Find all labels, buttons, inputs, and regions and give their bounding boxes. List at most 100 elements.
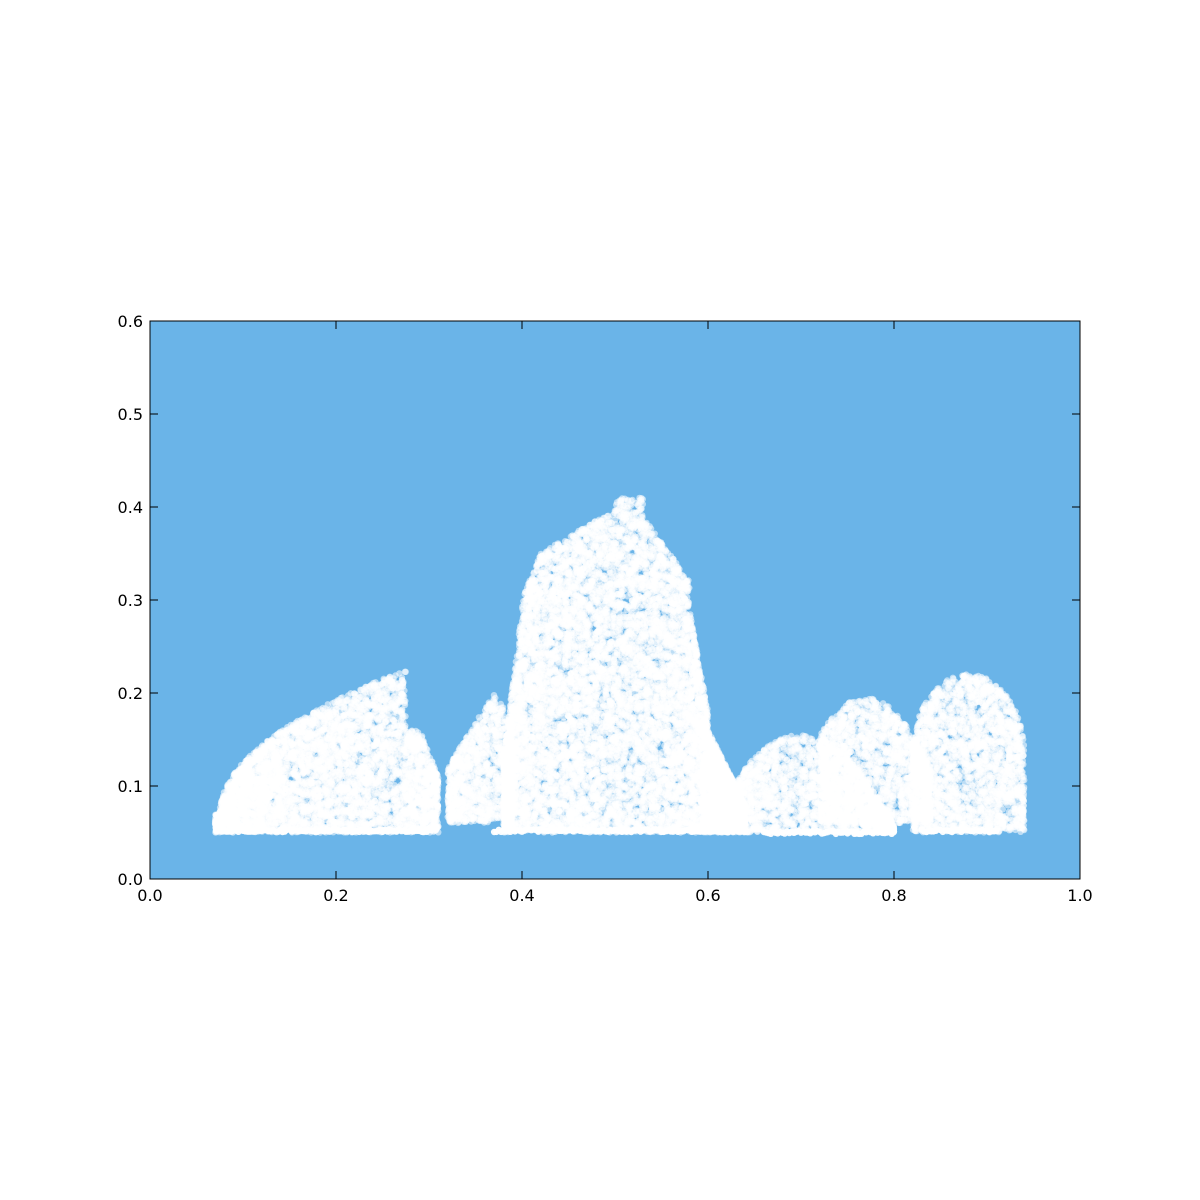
- scatter-point: [327, 802, 333, 808]
- scatter-point: [326, 786, 332, 792]
- scatter-point: [299, 778, 305, 784]
- scatter-point: [384, 802, 390, 808]
- scatter-point: [376, 815, 382, 821]
- scatter-point: [261, 815, 267, 821]
- scatter-point: [272, 801, 278, 807]
- scatter-point: [387, 674, 393, 680]
- scatter-point: [276, 794, 282, 800]
- scatter-point: [338, 699, 344, 705]
- scatter-point: [397, 698, 403, 704]
- scatter-point: [406, 809, 412, 815]
- scatter-point: [328, 794, 334, 800]
- scatter-point: [393, 819, 399, 825]
- scatter-point: [389, 793, 395, 799]
- scatter-point: [291, 728, 297, 734]
- scatter-point: [342, 733, 348, 739]
- scatter-point: [427, 789, 433, 795]
- scatter-point: [393, 720, 399, 726]
- scatter-point: [221, 793, 227, 799]
- scatter-point: [326, 742, 332, 748]
- scatter-point: [293, 814, 299, 820]
- scatter-point: [311, 741, 317, 747]
- scatter-point: [343, 819, 349, 825]
- scatter-point: [415, 776, 421, 782]
- scatter-point: [383, 808, 389, 814]
- scatter-point: [289, 799, 295, 805]
- scatter-point: [273, 752, 279, 758]
- scatter-point: [407, 734, 413, 740]
- scatter-point: [335, 725, 341, 731]
- scatter-point: [395, 730, 401, 736]
- scatter-point: [357, 771, 363, 777]
- scatter-point: [281, 738, 287, 744]
- scatter-point: [341, 705, 347, 711]
- scatter-point: [326, 709, 332, 715]
- scatter-point: [417, 816, 423, 822]
- scatter-point: [226, 809, 232, 815]
- scatter-point: [325, 749, 331, 755]
- scatter-point: [310, 804, 316, 810]
- scatter-point: [373, 805, 379, 811]
- scatter-point: [346, 793, 352, 799]
- scatter-point: [402, 669, 408, 675]
- scatter-point: [339, 749, 345, 755]
- scatter-point: [363, 743, 369, 749]
- scatter-point: [273, 783, 279, 789]
- scatter-point: [245, 788, 251, 794]
- scatter-point: [310, 711, 316, 717]
- scatter-point: [273, 745, 279, 751]
- scatter-point: [392, 768, 398, 774]
- scatter-point: [239, 818, 245, 824]
- scatter-point: [283, 808, 289, 814]
- scatter-point: [325, 701, 331, 707]
- scatter-point: [392, 672, 398, 678]
- scatter-point: [371, 741, 377, 747]
- scatter-point: [369, 775, 375, 781]
- scatter-point: [386, 696, 392, 702]
- scatter-point: [320, 745, 326, 751]
- scatter-point: [361, 802, 367, 808]
- scatter-point: [266, 777, 272, 783]
- scatter-point: [314, 729, 320, 735]
- scatter-point: [380, 761, 386, 767]
- scatter-point: [318, 758, 324, 764]
- scatter-point: [317, 805, 323, 811]
- scatter-point: [275, 731, 281, 737]
- scatter-point: [213, 828, 219, 834]
- scatter-point: [251, 750, 257, 756]
- scatter-point: [290, 785, 296, 791]
- scatter-point: [315, 797, 321, 803]
- scatter-point: [401, 726, 407, 732]
- scatter-point: [341, 810, 347, 816]
- scatter-point: [407, 759, 413, 765]
- scatter-point: [248, 812, 254, 818]
- scatter-point: [416, 749, 422, 755]
- scatter-point: [290, 741, 296, 747]
- scatter-point: [352, 690, 358, 696]
- scatter-point: [305, 742, 311, 748]
- scatter-point: [261, 773, 267, 779]
- scatter-point: [312, 718, 318, 724]
- scatter-point: [320, 752, 326, 758]
- scatter-point: [428, 765, 434, 771]
- scatter-point: [390, 758, 396, 764]
- scatter-point: [259, 795, 265, 801]
- scatter-point: [243, 802, 249, 808]
- scatter-point: [256, 765, 262, 771]
- scatter-point: [348, 701, 354, 707]
- scatter-point: [333, 788, 339, 794]
- scatter-point: [218, 800, 224, 806]
- scatter-point: [361, 735, 367, 741]
- scatter-point: [313, 735, 319, 741]
- scatter-point: [401, 693, 407, 699]
- scatter-point: [249, 799, 255, 805]
- scatter-point: [382, 704, 388, 710]
- scatter-point: [256, 802, 262, 808]
- scatter-point: [334, 767, 340, 773]
- scatter-point: [422, 819, 428, 825]
- scatter-point: [387, 818, 393, 824]
- scatter-point: [382, 795, 388, 801]
- scatter-point: [354, 726, 360, 732]
- scatter-point: [350, 779, 356, 785]
- scatter-point: [291, 819, 297, 825]
